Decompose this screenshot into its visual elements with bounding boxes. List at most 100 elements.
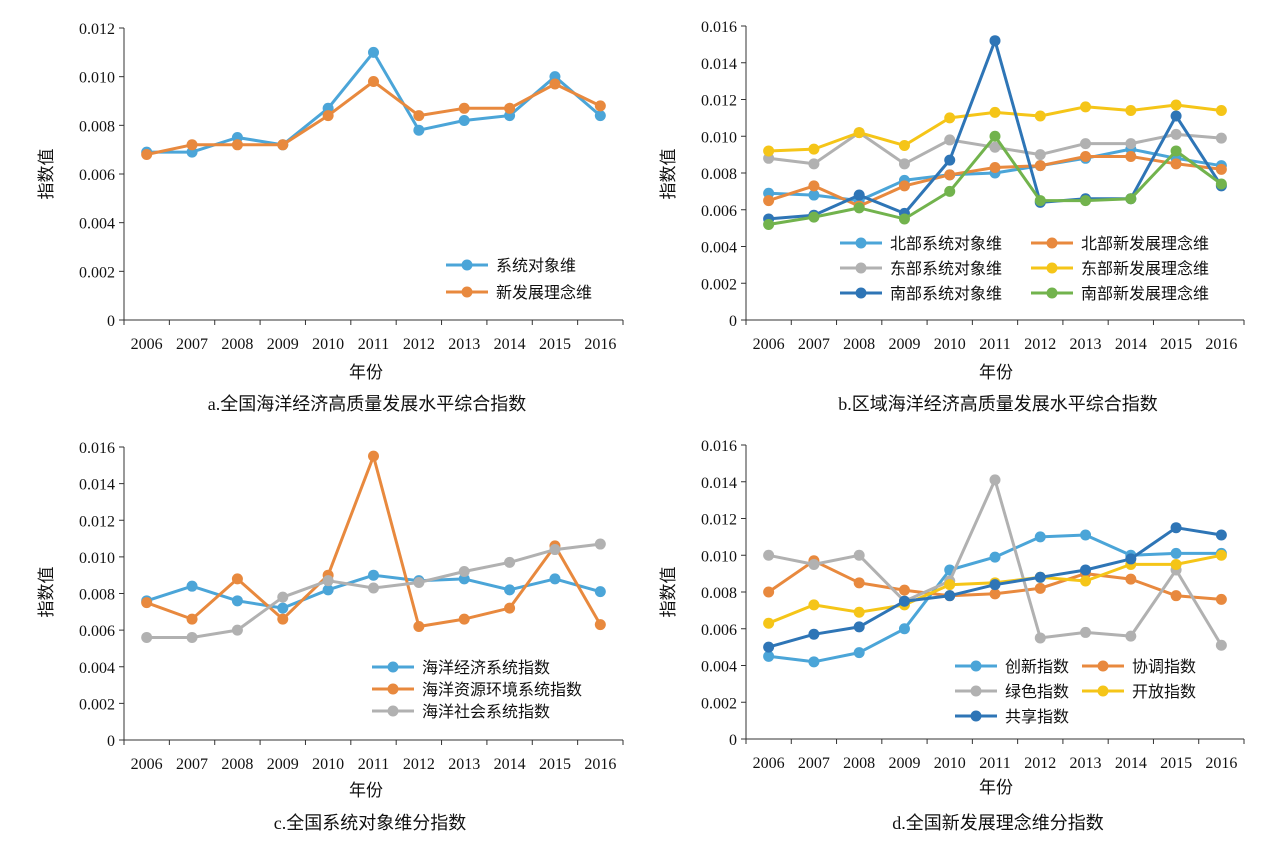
data-point — [368, 76, 379, 88]
x-tick-label: 2006 — [753, 336, 785, 353]
data-point — [368, 569, 379, 581]
data-point — [944, 579, 956, 591]
y-tick-label: 0 — [729, 313, 737, 330]
x-tick-label: 2009 — [267, 336, 299, 353]
x-tick-label: 2013 — [1070, 755, 1102, 772]
x-tick-label: 2007 — [176, 336, 208, 353]
legend-item: 开放指数 — [1082, 683, 1196, 701]
data-point — [1125, 138, 1137, 150]
panel-caption: c.全国系统对象维分指数 — [274, 813, 467, 833]
data-point — [944, 185, 956, 197]
data-point — [368, 46, 379, 58]
x-tick-label: 2015 — [1160, 755, 1192, 772]
data-point — [368, 450, 379, 462]
data-point — [277, 602, 289, 614]
data-point — [853, 647, 865, 659]
y-axis-title: 指数值 — [659, 149, 678, 200]
y-tick-label: 0.008 — [79, 118, 115, 135]
legend-swatch-marker — [855, 287, 867, 299]
y-axis-title: 指数值 — [37, 149, 56, 200]
panel-caption: a.全国海洋经济高质量发展水平综合指数 — [208, 394, 527, 414]
data-point — [1080, 138, 1092, 150]
legend-item: 北部系统对象维 — [840, 235, 1002, 253]
data-point — [231, 139, 243, 151]
data-point — [1034, 571, 1046, 583]
legend-swatch-marker — [970, 710, 982, 722]
data-point — [808, 189, 820, 201]
data-point — [763, 641, 775, 653]
series-3 — [763, 474, 1227, 651]
data-point — [1080, 564, 1092, 576]
data-point — [1170, 128, 1182, 140]
x-tick-label: 2012 — [1024, 755, 1056, 772]
data-point — [322, 110, 334, 122]
data-point — [594, 586, 606, 598]
x-tick-label: 2006 — [131, 756, 163, 773]
x-tick-label: 2008 — [221, 336, 253, 353]
y-tick-label: 0.006 — [79, 167, 115, 184]
y-tick-label: 0.014 — [79, 477, 115, 494]
y-tick-label: 0.012 — [79, 21, 115, 38]
data-point — [898, 623, 910, 635]
data-point — [458, 613, 470, 625]
data-point — [1034, 582, 1046, 594]
data-point — [413, 620, 425, 632]
data-point — [944, 169, 956, 181]
data-point — [1125, 105, 1137, 117]
data-point — [898, 584, 910, 596]
data-point — [944, 590, 956, 602]
data-point — [1125, 630, 1137, 642]
y-tick-label: 0 — [729, 732, 737, 749]
data-point — [458, 102, 470, 114]
legend-swatch-marker — [970, 660, 982, 672]
data-point — [989, 106, 1001, 118]
legend-label: 海洋资源环境系统指数 — [422, 680, 582, 699]
x-tick-label: 2011 — [358, 756, 389, 773]
y-tick-label: 0.008 — [701, 585, 737, 602]
x-tick-label: 2015 — [1160, 336, 1192, 353]
data-point — [808, 211, 820, 223]
legend-label: 北部新发展理念维 — [1081, 234, 1209, 253]
data-point — [1080, 529, 1092, 541]
data-point — [1215, 529, 1227, 541]
data-point — [186, 139, 198, 151]
legend-item: 海洋经济系统指数 — [372, 659, 550, 677]
data-point — [898, 180, 910, 192]
legend-label: 海洋社会系统指数 — [422, 703, 550, 721]
data-point — [853, 577, 865, 589]
data-point — [808, 143, 820, 155]
data-point — [1080, 195, 1092, 207]
x-tick-label: 2010 — [312, 756, 344, 773]
legend-item: 南部新发展理念维 — [1031, 284, 1209, 303]
data-point — [549, 544, 561, 556]
data-point — [1080, 101, 1092, 113]
legend-label: 东部新发展理念维 — [1081, 259, 1209, 278]
panel-c: 0 0.002 0.004 0.006 0.008 0.010 0.012 0.014 0.01… — [37, 440, 624, 833]
data-point — [277, 591, 289, 603]
data-point — [549, 78, 561, 90]
data-point — [141, 149, 153, 161]
x-tick-label: 2015 — [539, 336, 571, 353]
x-tick-label: 2010 — [934, 755, 966, 772]
data-point — [504, 556, 516, 568]
legend-swatch-marker — [1097, 660, 1109, 672]
legend-swatch-marker — [970, 685, 982, 697]
data-point — [808, 158, 820, 170]
data-point — [141, 631, 153, 643]
legend-swatch-marker — [387, 683, 399, 695]
legend-swatch-marker — [387, 661, 399, 673]
legend-item: 海洋社会系统指数 — [372, 703, 550, 721]
legend-label: 创新指数 — [1005, 658, 1069, 676]
data-point — [808, 656, 820, 668]
x-tick-label: 2011 — [358, 336, 389, 353]
legend-swatch-marker — [1097, 685, 1109, 697]
data-point — [898, 595, 910, 607]
x-tick-label: 2007 — [798, 336, 830, 353]
series-line — [767, 478, 1223, 647]
panel-d: 0 0.002 0.004 0.006 0.008 0.010 0.012 0.014 0.01… — [659, 438, 1245, 833]
series-4 — [763, 99, 1227, 157]
data-point — [231, 624, 243, 636]
